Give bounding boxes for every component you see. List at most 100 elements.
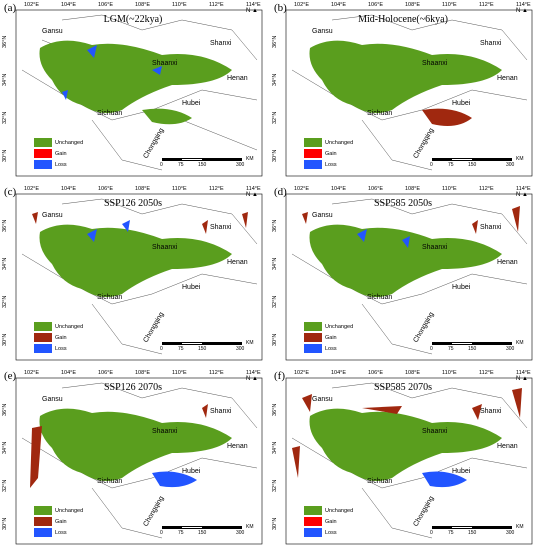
longitude-label: 106°E [368, 370, 384, 376]
north-arrow-icon: N ▲ [246, 8, 258, 14]
scale-0: 0 [160, 530, 163, 536]
map-canvas [15, 193, 263, 361]
longitude-label: 104°E [61, 2, 77, 8]
latitude-label: 30°N [272, 517, 278, 530]
longitude-label: 114°E [516, 186, 531, 192]
north-label: N [516, 376, 521, 382]
scale-0: 0 [430, 346, 433, 352]
longitude-label: 104°E [61, 186, 77, 192]
scale-unit: KM [516, 524, 524, 530]
legend-unchanged: Unchanged [55, 139, 84, 146]
longitude-label: 104°E [331, 186, 347, 192]
panel-title: SSP585 2070s [373, 382, 433, 393]
legend-unchanged: Unchanged [55, 507, 84, 514]
latitude-label: 30°N [2, 333, 8, 346]
scale-unit: KM [246, 524, 254, 530]
label-shanxi: Shanxi [210, 408, 232, 415]
swatch-loss [304, 528, 322, 537]
label-shanxi: Shanxi [480, 408, 502, 415]
north-label: N [246, 376, 251, 382]
label-hubei: Hubei [182, 284, 201, 291]
label-henan: Henan [497, 75, 518, 82]
longitude-label: 108°E [135, 2, 151, 8]
swatch-unchanged [34, 138, 52, 147]
label-henan: Henan [227, 259, 248, 266]
legend-unchanged: Unchanged [325, 323, 354, 330]
longitude-label: 112°E [209, 186, 224, 192]
north-label: N [516, 192, 521, 198]
swatch-unchanged [304, 322, 322, 331]
longitude-label: 110°E [442, 370, 457, 376]
longitude-label: 114°E [516, 2, 531, 8]
legend-gain: Gain [325, 334, 337, 341]
north-label: N [246, 192, 251, 198]
longitude-label: 108°E [405, 370, 421, 376]
scale-75: 75 [178, 346, 184, 352]
label-sichuan: Sichuan [367, 110, 393, 117]
map-panel-a: (a) LGM(~22kya) Gansu Shanxi Shaanxi Hen… [2, 0, 264, 178]
swatch-gain [304, 333, 322, 342]
longitude-label: 104°E [331, 2, 347, 8]
label-gansu: Gansu [42, 212, 63, 219]
scale-0: 0 [160, 162, 163, 168]
swatch-loss [304, 344, 322, 353]
longitude-label: 102°E [294, 186, 310, 192]
scale-75: 75 [178, 530, 184, 536]
scale-bar: 0 75 150 300 KM [160, 524, 254, 540]
label-henan: Henan [497, 259, 518, 266]
legend-loss: Loss [55, 161, 67, 168]
legend: Unchanged Gain Loss [304, 505, 353, 538]
latitude-label: 32°N [272, 295, 278, 308]
label-henan: Henan [497, 443, 518, 450]
scale-150: 150 [198, 346, 207, 352]
latitude-label: 32°N [2, 479, 8, 492]
latitude-label: 34°N [2, 441, 8, 454]
scale-0: 0 [160, 346, 163, 352]
panel-title: LGM(~22kya) [103, 14, 163, 25]
legend-loss: Loss [325, 345, 337, 352]
panel-title: SSP126 2070s [103, 382, 163, 393]
scale-300: 300 [506, 530, 515, 536]
legend-loss: Loss [55, 345, 67, 352]
panel-title: SSP126 2050s [103, 198, 163, 209]
legend-gain: Gain [325, 518, 337, 525]
swatch-gain [304, 517, 322, 526]
scale-150: 150 [198, 530, 207, 536]
legend: Unchanged Gain Loss [304, 137, 353, 170]
label-hubei: Hubei [452, 468, 471, 475]
scale-75: 75 [178, 162, 184, 168]
latitude-label: 36°N [272, 403, 278, 416]
legend: Unchanged Gain Loss [34, 321, 83, 354]
panel-title: SSP585 2050s [373, 198, 433, 209]
label-gansu: Gansu [42, 28, 63, 35]
longitude-label: 114°E [516, 370, 531, 376]
latitude-label: 30°N [272, 333, 278, 346]
panel-label: (d) [274, 186, 287, 198]
label-gansu: Gansu [312, 28, 333, 35]
label-shanxi: Shanxi [480, 224, 502, 231]
latitude-label: 34°N [2, 257, 8, 270]
label-sichuan: Sichuan [97, 478, 123, 485]
map-canvas [15, 377, 263, 545]
latitude-label: 30°N [2, 517, 8, 530]
scale-unit: KM [246, 340, 254, 346]
scale-bar: 0 75 150 300 KM [160, 156, 254, 172]
panel-title: Mid-Holocene(~6kya) [358, 14, 448, 25]
north-arrow-icon: N ▲ [516, 192, 528, 198]
longitude-label: 110°E [442, 186, 457, 192]
scale-bar: 0 75 150 300 KM [430, 340, 524, 356]
longitude-label: 110°E [442, 2, 457, 8]
longitude-label: 108°E [135, 370, 151, 376]
swatch-loss [34, 344, 52, 353]
legend-loss: Loss [325, 529, 337, 536]
swatch-loss [34, 160, 52, 169]
scale-300: 300 [506, 162, 515, 168]
latitude-label: 32°N [272, 479, 278, 492]
label-hubei: Hubei [182, 100, 201, 107]
scale-150: 150 [468, 346, 477, 352]
map-canvas [15, 9, 263, 177]
scale-bar: 0 75 150 300 KM [160, 340, 254, 356]
scale-75: 75 [448, 162, 454, 168]
longitude-label: 114°E [246, 370, 261, 376]
north-arrow-icon: N ▲ [516, 8, 528, 14]
